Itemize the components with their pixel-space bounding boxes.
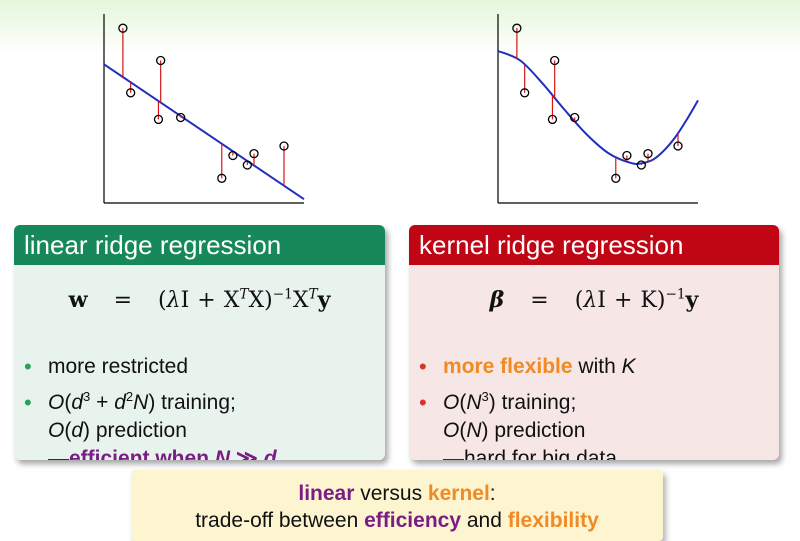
- kernel-box-title: kernel ridge regression: [409, 225, 779, 265]
- linear-data-point: [249, 148, 259, 159]
- tradeoff-summary-box: linear versus kernel: trade-off between …: [131, 470, 663, 541]
- linear-box-title: linear ridge regression: [14, 225, 385, 265]
- linear-data-point: [118, 23, 128, 33]
- kernel-data-point: [622, 150, 632, 161]
- bullet-icon: •: [24, 354, 32, 379]
- summary-line-2: trade-off between efficiency and flexibi…: [195, 509, 599, 532]
- kernel-data-point: [611, 173, 621, 183]
- linear-fit-plot: [96, 8, 306, 210]
- kernel-bullet-flexible: • more flexible with K: [419, 354, 636, 379]
- kernel-data-point: [636, 160, 646, 170]
- linear-bullet-restricted: • more restricted: [24, 354, 189, 379]
- linear-ridge-regression-box: linear ridge regression w = (λI + XTX)−1XTy …: [14, 225, 385, 460]
- linear-data-point: [217, 173, 227, 183]
- kernel-data-point: [520, 88, 530, 98]
- kernel-data-point: [643, 148, 653, 159]
- kernel-fit-graph: [497, 14, 699, 204]
- kernel-data-point: [673, 141, 683, 151]
- kernel-ridge-regression-box: kernel ridge regression β = (λI + K)−1y • mo…: [409, 225, 779, 460]
- kernel-ridge-formula: β = (λI + K)−1y: [489, 286, 699, 313]
- kernel-data-point: [547, 114, 558, 125]
- kernel-fit-plot: [490, 8, 700, 210]
- linear-data-point: [228, 150, 238, 161]
- kernel-bullets: • more flexible with K • O(N3) training;…: [419, 353, 636, 460]
- linear-data-point: [176, 112, 186, 123]
- linear-data-point: [156, 55, 166, 66]
- linear-data-point: [126, 88, 136, 98]
- bullet-icon: •: [419, 390, 427, 415]
- bullet-icon: •: [419, 354, 427, 379]
- linear-bullets: • more restricted • O(d3 + d2N) training…: [24, 353, 277, 460]
- linear-data-point: [279, 141, 289, 151]
- summary-line-1: linear versus kernel:: [298, 482, 496, 505]
- kernel-data-point: [570, 112, 580, 123]
- linear-data-point: [153, 114, 164, 125]
- kernel-data-point: [512, 23, 522, 33]
- linear-fit-graph: [103, 14, 305, 204]
- linear-fit: [103, 63, 305, 201]
- linear-bullet-complexity: • O(d3 + d2N) training; O(d) prediction …: [24, 388, 277, 460]
- kernel-bullet-complexity: • O(N3) training; O(N) prediction —hard …: [419, 388, 617, 460]
- linear-data-point: [242, 160, 252, 170]
- linear-ridge-formula: w = (λI + XTX)−1XTy: [68, 286, 331, 313]
- kernel-data-point: [550, 55, 560, 66]
- kernel-fit: [497, 50, 699, 165]
- bullet-icon: •: [24, 390, 32, 415]
